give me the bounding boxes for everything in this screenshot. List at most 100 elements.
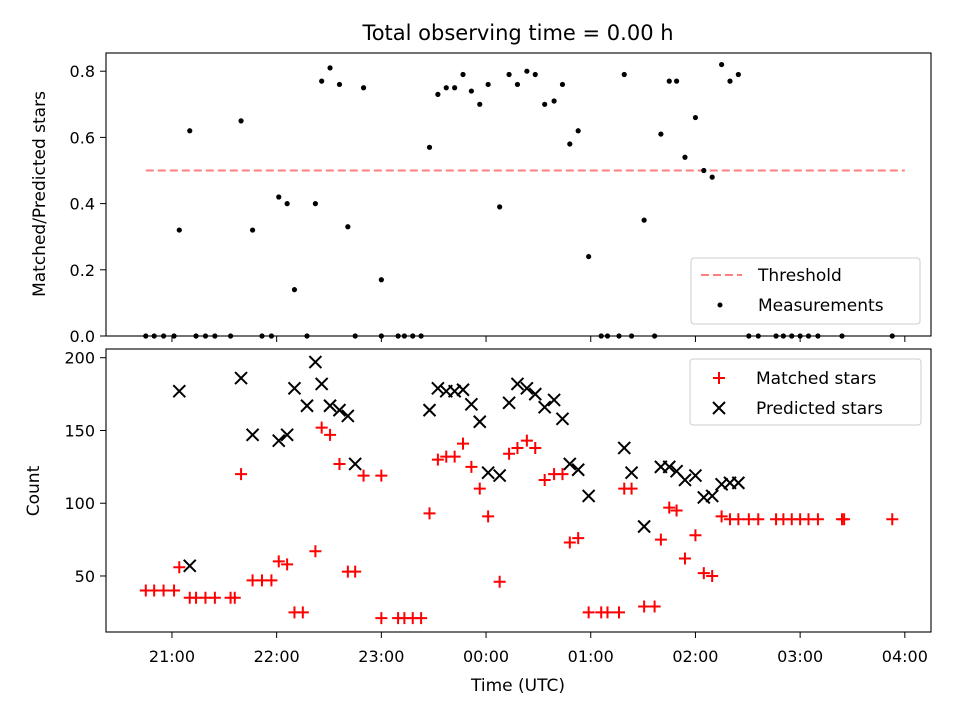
predicted-star-marker — [456, 383, 470, 397]
predicted-legend-icon — [712, 401, 726, 415]
top-legend-box — [690, 257, 921, 325]
x-tick-label: 01:00 — [568, 647, 614, 666]
predicted-star-marker — [287, 381, 302, 395]
matched-star-marker — [465, 460, 478, 473]
measurement-point — [187, 128, 193, 134]
predicted-star-marker — [234, 371, 248, 385]
predicted-star-marker — [431, 381, 445, 395]
matched-star-marker — [457, 437, 470, 450]
measurement-point — [284, 201, 290, 207]
measurement-point — [746, 333, 752, 339]
bottom-y-tick-label: 200 — [64, 349, 95, 368]
predicted-star-marker — [341, 409, 355, 423]
top-y-tick-label: 0.2 — [70, 261, 95, 280]
matched-star-marker — [173, 561, 186, 574]
matched-star-marker — [503, 447, 516, 460]
measurements-legend-icon — [717, 302, 723, 308]
measurement-point — [212, 333, 218, 339]
predicted-star-marker — [563, 457, 577, 471]
matched-star-marker — [482, 510, 495, 523]
measurement-point — [559, 81, 566, 88]
measurement-point — [789, 333, 795, 339]
bottom-y-tick-label: 50 — [75, 567, 95, 586]
measurement-point — [815, 333, 821, 339]
measurement-point — [652, 333, 658, 339]
measurement-point — [701, 167, 707, 174]
measurement-point — [435, 91, 441, 97]
top-y-tick-label: 0.4 — [70, 195, 95, 214]
matched-star-marker — [357, 469, 370, 482]
matched-star-marker — [752, 513, 765, 526]
matched-star-marker — [235, 468, 248, 481]
matched-star-marker — [838, 513, 851, 526]
predicted-star-marker — [731, 476, 746, 490]
measurement-point — [268, 333, 275, 339]
predicted-star-marker — [481, 465, 495, 480]
measurement-point — [727, 78, 733, 84]
measurement-point — [673, 78, 680, 84]
x-tick-label: 00:00 — [463, 647, 509, 666]
top-chart-panel: 0.00.20.40.60.8 Matched/Predicted stars … — [30, 52, 932, 346]
matched-star-marker — [520, 434, 533, 447]
matched-star-marker — [423, 507, 436, 520]
predicted-star-marker — [300, 399, 314, 413]
measurement-point — [692, 114, 699, 121]
matched-star-marker — [678, 552, 691, 565]
measurement-point — [719, 61, 725, 68]
matched-star-marker — [572, 532, 585, 545]
x-axis-label: Time (UTC) — [470, 676, 565, 696]
top-legend: Threshold Measurements — [690, 257, 921, 325]
measurement-point — [889, 333, 895, 339]
measurement-point — [666, 78, 672, 84]
matched-star-marker — [670, 504, 683, 517]
predicted-star-marker — [520, 381, 534, 395]
matched-star-marker — [448, 450, 461, 463]
predicted-star-marker — [581, 489, 596, 503]
matched-star-marker — [625, 482, 638, 495]
measurement-point — [202, 333, 209, 339]
bottom-x-axis: 21:00 22:00 23:00 00:00 01:00 02:00 03:00 04:00 — [149, 632, 928, 666]
top-plot-frame — [105, 52, 932, 337]
matched-star-marker — [538, 473, 551, 486]
measurement-point — [378, 277, 384, 283]
measurements-legend-label: Measurements — [758, 296, 884, 316]
measurement-point — [805, 333, 812, 339]
measurement-point — [773, 333, 779, 339]
predicted-star-marker — [637, 519, 651, 534]
measurement-point — [780, 333, 786, 339]
matched-star-marker — [281, 558, 294, 571]
matched-star-marker — [265, 574, 278, 587]
bottom-y-axis-label: Count — [24, 465, 44, 516]
matched-star-marker — [638, 600, 651, 613]
measurement-point — [755, 333, 761, 339]
measurement-point — [514, 81, 521, 88]
measurement-point — [551, 98, 557, 104]
matched-star-marker — [689, 529, 702, 542]
measurement-point — [452, 85, 458, 91]
matched-star-marker — [272, 555, 285, 568]
bottom-y-tick-label: 150 — [64, 421, 95, 440]
measurement-point — [238, 118, 244, 124]
matched-star-marker — [613, 606, 626, 619]
matched-star-marker — [375, 612, 388, 625]
matched-star-marker — [296, 606, 309, 619]
measurement-point — [604, 333, 611, 339]
measurement-point — [598, 333, 604, 339]
predicted-star-marker — [705, 489, 719, 503]
measurement-point — [418, 333, 424, 339]
predicted-star-marker — [617, 441, 631, 455]
bottom-y-axis: 50 100 150 200 — [64, 349, 106, 586]
measurement-point — [641, 217, 647, 223]
predicted-star-marker — [502, 396, 516, 410]
bottom-plot-frame — [105, 348, 932, 633]
matched-legend-icon — [713, 372, 725, 384]
matched-star-marker — [654, 533, 667, 546]
predicted-star-marker — [280, 428, 294, 442]
predicted-star-marker — [528, 387, 542, 401]
matched-star-marker — [324, 428, 337, 441]
predicted-star-marker — [183, 559, 197, 573]
predicted-star-marker — [323, 399, 337, 413]
predicted-star-marker — [308, 355, 323, 369]
measurement-point — [336, 81, 343, 88]
